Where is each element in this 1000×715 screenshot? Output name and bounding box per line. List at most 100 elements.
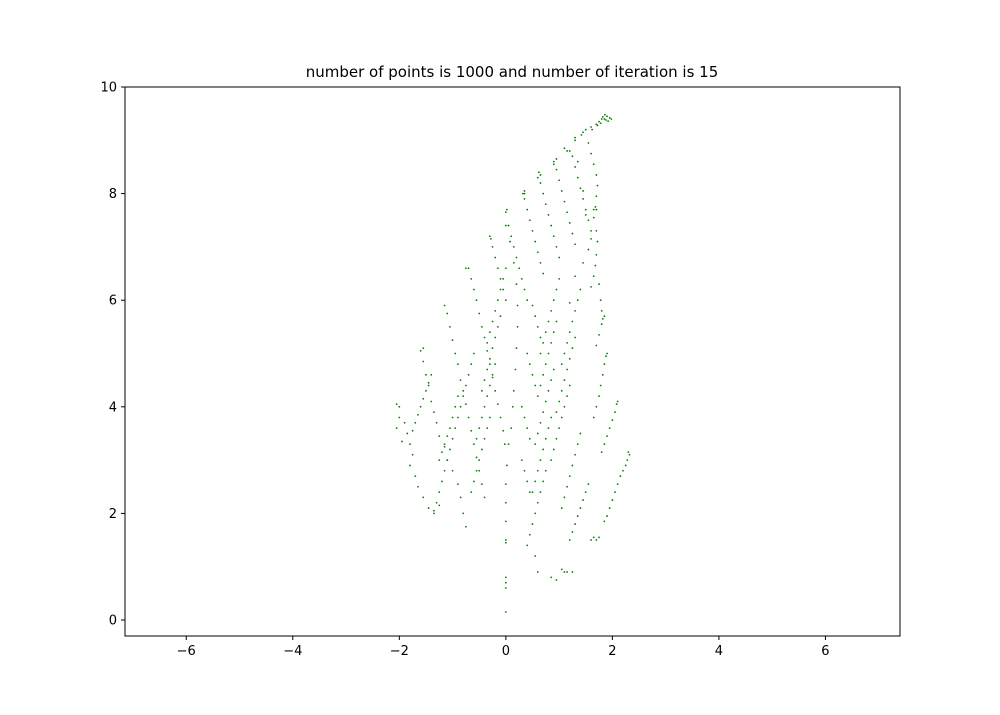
data-point <box>430 400 433 403</box>
data-point <box>542 192 545 195</box>
data-point <box>542 411 545 414</box>
data-point <box>596 240 599 243</box>
data-point <box>600 118 603 120</box>
data-point <box>616 400 619 403</box>
data-point <box>510 427 513 430</box>
data-point <box>409 464 411 467</box>
data-point <box>544 203 547 206</box>
data-point <box>523 469 526 472</box>
data-point <box>409 443 411 446</box>
data-point <box>563 571 566 573</box>
data-point <box>566 150 568 152</box>
x-tick-label: 0 <box>502 644 510 659</box>
data-point <box>605 119 607 121</box>
data-point <box>496 325 499 328</box>
data-point <box>430 373 433 376</box>
data-point <box>582 261 584 264</box>
data-point <box>574 523 576 525</box>
data-point <box>422 347 425 350</box>
data-point <box>587 219 590 222</box>
x-tick-label: −2 <box>390 644 409 659</box>
data-point <box>563 352 566 355</box>
data-point <box>566 571 568 573</box>
data-point <box>536 501 539 504</box>
data-point <box>596 184 599 187</box>
data-point <box>488 357 491 360</box>
data-point <box>536 395 539 398</box>
data-point <box>488 363 491 366</box>
data-point <box>571 347 574 350</box>
data-point <box>595 195 598 198</box>
data-point <box>601 317 604 320</box>
data-point <box>608 507 611 509</box>
data-point <box>536 469 539 472</box>
data-point <box>568 301 571 304</box>
data-point <box>486 341 489 344</box>
data-point <box>555 411 558 414</box>
data-point <box>457 363 459 366</box>
data-point <box>470 491 473 493</box>
data-point <box>590 152 592 155</box>
data-point <box>510 235 513 238</box>
data-point <box>595 539 598 541</box>
data-point <box>449 448 451 451</box>
data-point <box>496 267 499 270</box>
data-point <box>528 491 531 493</box>
data-point <box>603 363 606 366</box>
data-point <box>403 421 406 424</box>
data-point <box>555 437 558 440</box>
data-point <box>494 309 497 312</box>
data-point <box>504 267 507 270</box>
data-point <box>451 416 454 419</box>
data-point <box>619 475 622 477</box>
data-point <box>464 525 467 528</box>
data-point <box>488 416 491 419</box>
data-point <box>480 483 483 485</box>
data-point <box>599 384 602 387</box>
data-point <box>574 166 576 168</box>
data-point <box>628 453 631 456</box>
data-point <box>491 376 494 379</box>
data-point <box>507 224 510 227</box>
data-point <box>523 190 526 192</box>
data-point <box>555 158 558 160</box>
data-point <box>606 115 608 118</box>
data-point <box>398 416 401 419</box>
data-point <box>555 288 558 291</box>
data-point <box>491 246 494 248</box>
data-point <box>449 325 451 328</box>
data-point <box>534 512 537 515</box>
data-point <box>590 126 592 128</box>
data-point <box>464 403 467 406</box>
data-point <box>615 403 618 406</box>
data-point <box>592 536 595 539</box>
data-point <box>606 515 608 517</box>
data-point <box>494 363 497 366</box>
data-point <box>534 555 537 557</box>
data-point <box>547 214 550 216</box>
data-point <box>457 483 459 485</box>
data-point <box>560 568 563 571</box>
data-point <box>542 480 545 483</box>
data-point <box>536 571 539 573</box>
data-point <box>574 139 576 142</box>
x-tick-label: 6 <box>821 644 829 659</box>
data-point <box>443 443 446 446</box>
data-point <box>558 427 561 430</box>
y-tick-label: 6 <box>109 294 117 309</box>
data-point <box>547 389 550 392</box>
y-tick-label: 0 <box>109 614 117 629</box>
data-point <box>509 240 511 243</box>
data-point <box>571 531 574 533</box>
data-point <box>592 163 595 166</box>
data-point <box>438 491 441 493</box>
data-point <box>552 368 555 371</box>
data-point <box>579 288 582 291</box>
data-point <box>563 405 566 408</box>
data-point <box>539 459 542 462</box>
data-point <box>568 150 571 152</box>
data-point <box>536 432 539 435</box>
data-point <box>547 352 550 355</box>
data-point <box>555 168 558 171</box>
